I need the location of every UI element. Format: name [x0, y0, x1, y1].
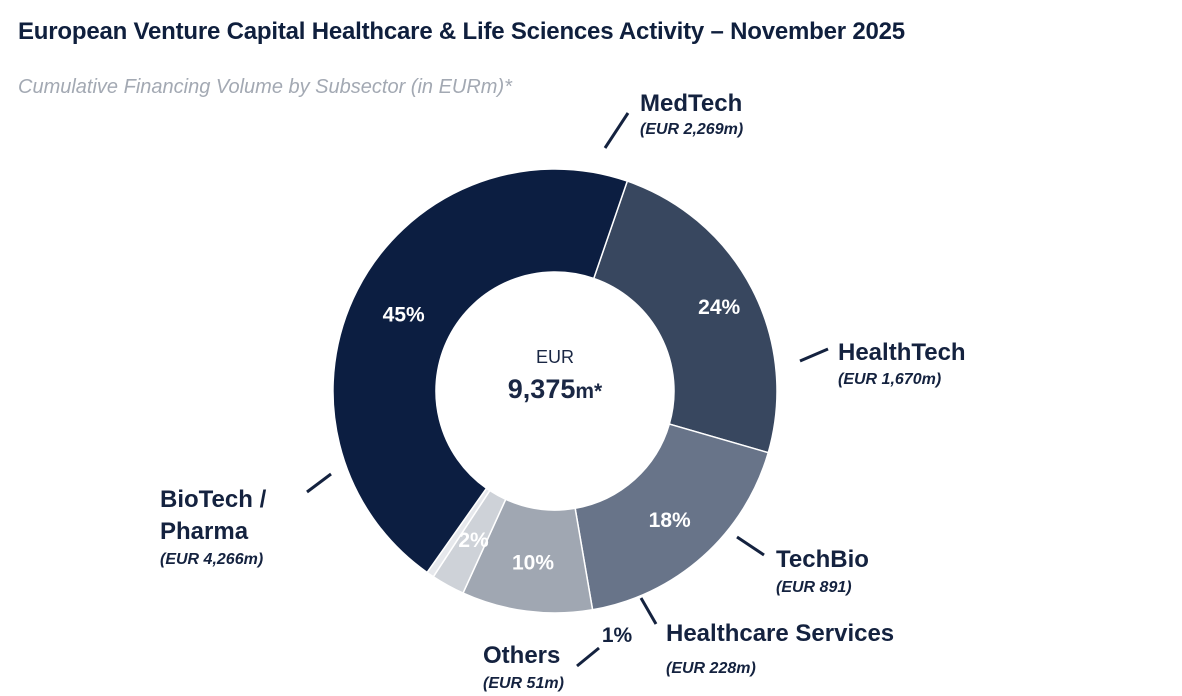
- slice-medtech: [592, 180, 778, 454]
- slice-healthtech: [574, 423, 770, 611]
- category-value-techbio: (EUR 891): [776, 579, 852, 596]
- category-name-healthcare-services: Healthcare Services: [666, 620, 894, 647]
- category-value-healthcare-services: (EUR 228m): [666, 660, 756, 677]
- category-value-biotech-pharma: (EUR 4,266m): [160, 551, 263, 568]
- percent-label-healthcare-services: 2%: [458, 529, 489, 552]
- category-name-techbio: TechBio: [776, 546, 869, 573]
- category-name-healthtech: HealthTech: [838, 339, 966, 366]
- center-currency: EUR: [536, 347, 574, 367]
- center-total-value: 9,375: [508, 374, 576, 404]
- percent-label-techbio: 10%: [512, 552, 554, 575]
- category-name-biotech-pharma: BioTech / Pharma: [160, 486, 267, 545]
- category-value-others: (EUR 51m): [483, 675, 564, 692]
- percent-label-biotech-pharma: 45%: [383, 304, 425, 327]
- percent-label-healthtech: 18%: [649, 509, 691, 532]
- leader-line-healthcare-services: [639, 597, 658, 625]
- donut-slices: [332, 168, 778, 614]
- category-value-medtech: (EUR 2,269m): [640, 121, 743, 138]
- percent-label-others: 1%: [602, 624, 633, 647]
- chart-title: European Venture Capital Healthcare & Li…: [18, 18, 905, 45]
- leader-line-healthtech: [799, 347, 829, 363]
- category-value-healthtech: (EUR 1,670m): [838, 371, 941, 388]
- category-name-medtech: MedTech: [640, 90, 742, 117]
- leader-line-medtech: [603, 112, 630, 149]
- center-total-unit: m*: [575, 380, 603, 403]
- category-name-others: Others: [483, 642, 560, 669]
- leader-line-techbio: [736, 535, 765, 557]
- category-labels: MedTech (EUR 2,269m) HealthTech (EUR 1,670m…: [160, 90, 966, 692]
- donut-center-label: EUR 9,375m*: [508, 347, 603, 404]
- chart-subtitle: Cumulative Financing Volume by Subsector…: [18, 76, 512, 98]
- percent-labels: 24% 18% 10% 2% 1% 45%: [383, 296, 741, 647]
- percent-label-medtech: 24%: [698, 296, 740, 319]
- leader-line-others: [576, 646, 600, 668]
- leader-lines: [306, 112, 829, 668]
- leader-line-biotech-pharma: [306, 472, 332, 494]
- slice-biotech-pharma: [332, 168, 629, 574]
- center-total: 9,375m*: [508, 374, 603, 404]
